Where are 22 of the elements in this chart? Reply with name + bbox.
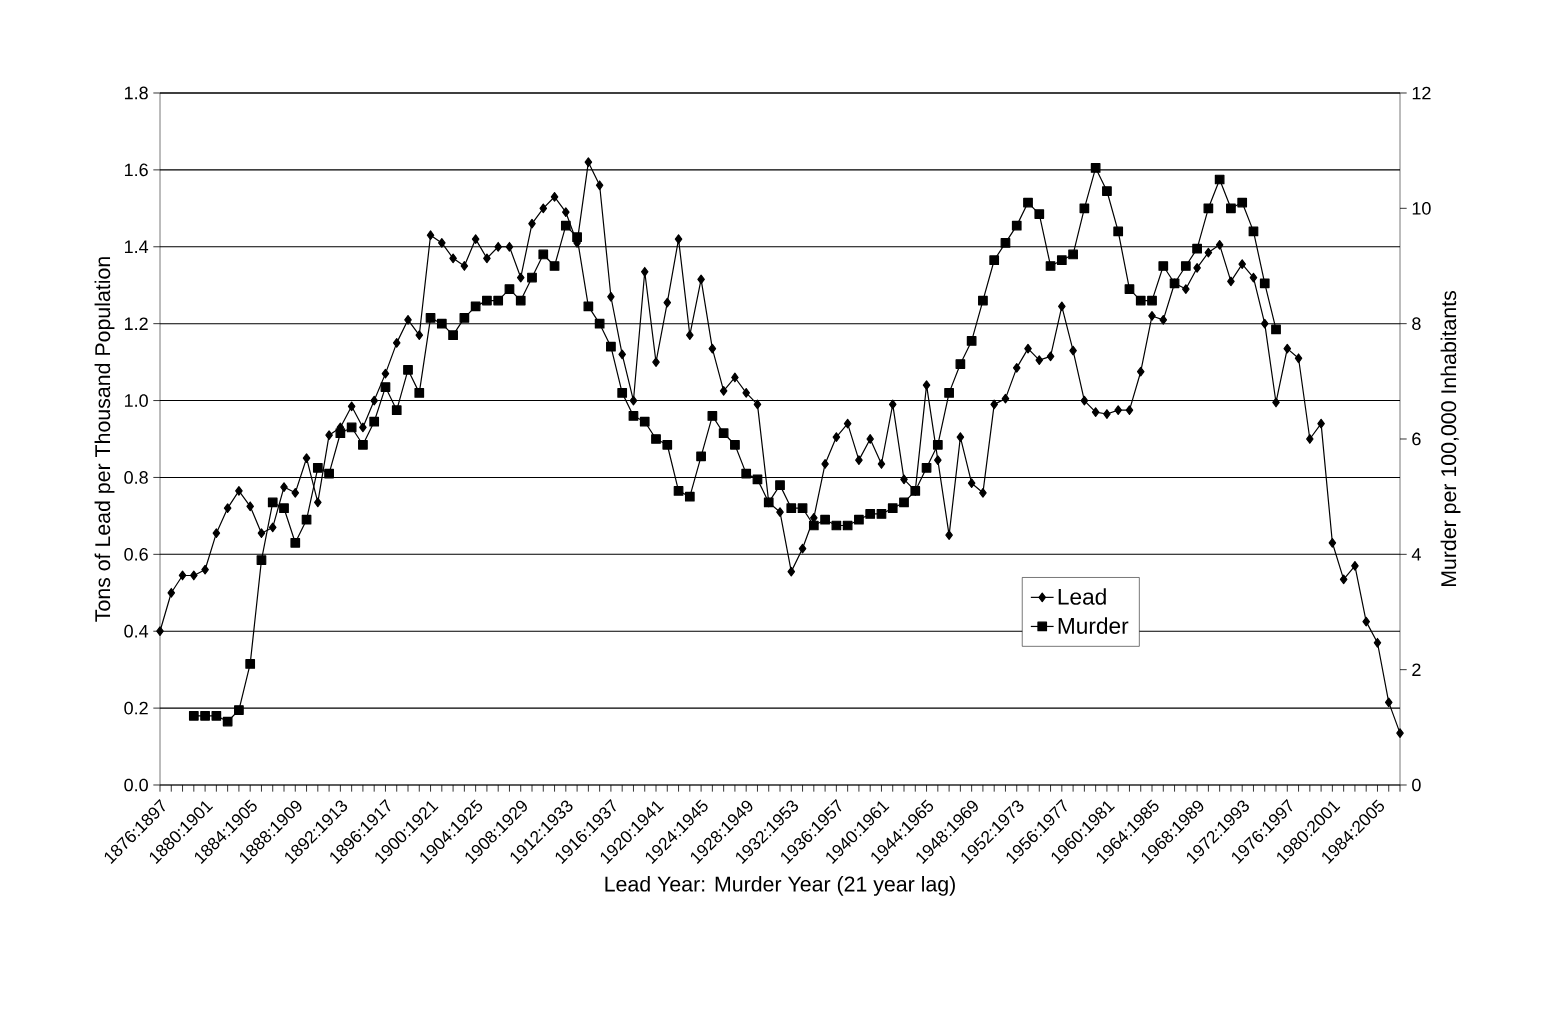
y2-tick-label: 6: [1412, 432, 1421, 446]
y-tick-label: 1.4: [124, 240, 149, 253]
y-tick-label: 1.6: [124, 163, 148, 177]
y-tick-label: 0.0: [124, 778, 148, 792]
y2-tick-label: 10: [1412, 201, 1431, 215]
y-tick-label: 0.4: [124, 624, 149, 638]
y2-tick-label: 12: [1412, 86, 1431, 100]
y-axis-title: Tons of Lead per Thousand Population: [94, 257, 115, 622]
y-tick-label: 0.2: [124, 701, 148, 715]
y2-axis-title: Murder per 100,000 Inhabitants: [1440, 290, 1461, 587]
y2-tick-label: 2: [1412, 663, 1421, 676]
y-tick-label: 1.8: [124, 86, 148, 100]
x-axis-title: Lead Year: Murder Year (21 year lag): [605, 875, 955, 896]
y2-tick-label: 8: [1412, 317, 1421, 331]
legend-label: Murder: [1058, 617, 1129, 634]
y-tick-label: 0.6: [124, 547, 148, 561]
y-tick-label: 1.0: [124, 394, 148, 407]
y2-tick-label: 4: [1411, 548, 1421, 561]
legend-label: Lead: [1058, 588, 1106, 605]
y-tick-label: 0.8: [124, 471, 148, 484]
y-tick-label: 1.2: [124, 317, 148, 330]
y2-tick-label: 0: [1412, 778, 1421, 792]
